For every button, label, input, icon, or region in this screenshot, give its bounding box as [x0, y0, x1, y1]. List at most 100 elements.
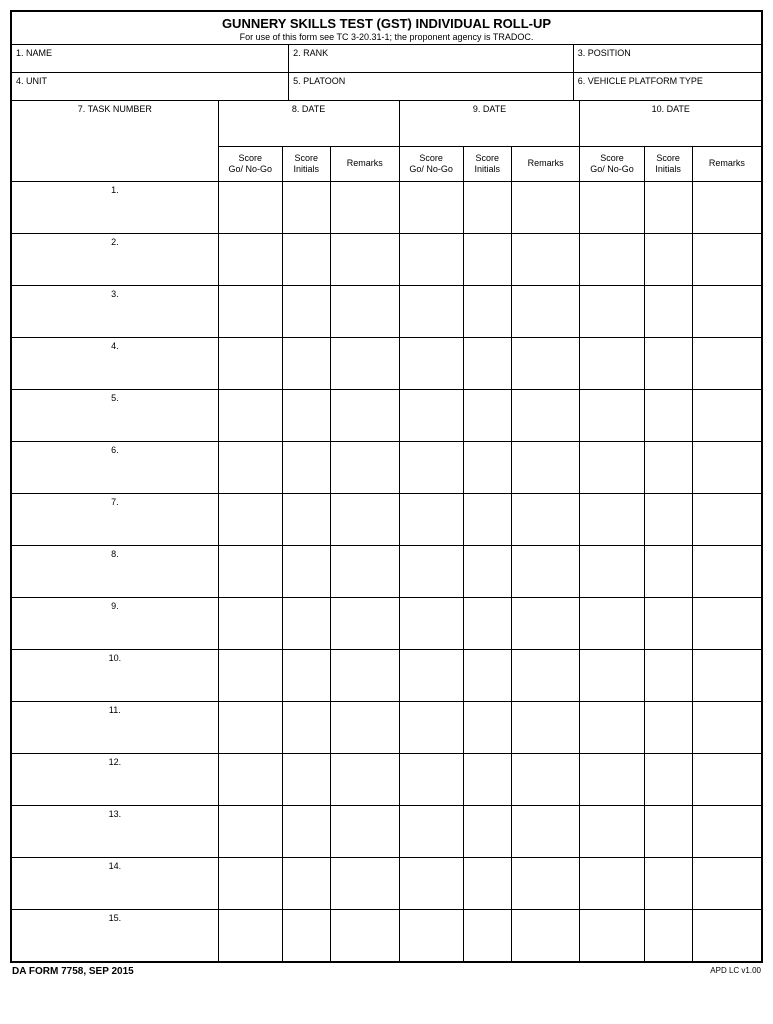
task-cell — [644, 545, 692, 597]
task-row-number: 15. — [12, 909, 218, 961]
task-cell — [511, 233, 580, 285]
task-row-number: 13. — [12, 805, 218, 857]
task-cell — [692, 545, 761, 597]
task-cell — [644, 285, 692, 337]
header-row-1: 1. NAME 2. RANK 3. POSITION — [12, 45, 761, 73]
task-cell — [399, 545, 463, 597]
task-row-number: 8. — [12, 545, 218, 597]
task-cell — [580, 545, 644, 597]
task-cell — [330, 337, 399, 389]
task-cell — [463, 701, 511, 753]
task-cell — [463, 753, 511, 805]
task-cell — [580, 649, 644, 701]
table-row: 7. — [12, 493, 761, 545]
task-cell — [330, 181, 399, 233]
task-cell — [218, 389, 282, 441]
task-cell — [399, 701, 463, 753]
task-cell — [644, 649, 692, 701]
form-subtitle: For use of this form see TC 3-20.31-1; t… — [12, 32, 761, 42]
table-row: 9. — [12, 597, 761, 649]
task-tbody: 1.2.3.4.5.6.7.8.9.10.11.12.13.14.15. — [12, 181, 761, 961]
task-row-number: 6. — [12, 441, 218, 493]
footer: DA FORM 7758, SEP 2015 APD LC v1.00 — [10, 963, 763, 977]
task-cell — [644, 805, 692, 857]
task-cell — [580, 441, 644, 493]
task-cell — [330, 805, 399, 857]
task-cell — [644, 909, 692, 961]
task-cell — [330, 857, 399, 909]
task-cell — [399, 285, 463, 337]
table-row: 12. — [12, 753, 761, 805]
task-cell — [580, 805, 644, 857]
title-row: GUNNERY SKILLS TEST (GST) INDIVIDUAL ROL… — [12, 12, 761, 45]
remarks-header-9: Remarks — [511, 147, 580, 182]
table-row: 4. — [12, 337, 761, 389]
task-cell — [330, 909, 399, 961]
task-cell — [511, 181, 580, 233]
date-8-header: 8. DATE — [218, 101, 399, 147]
task-cell — [282, 181, 330, 233]
task-cell — [692, 181, 761, 233]
task-cell — [692, 285, 761, 337]
form-title: GUNNERY SKILLS TEST (GST) INDIVIDUAL ROL… — [12, 16, 761, 31]
task-cell — [580, 857, 644, 909]
task-cell — [330, 649, 399, 701]
task-cell — [692, 909, 761, 961]
field-vehicle: 6. VEHICLE PLATFORM TYPE — [574, 73, 761, 100]
table-row: 6. — [12, 441, 761, 493]
date-9-header: 9. DATE — [399, 101, 580, 147]
task-cell — [692, 337, 761, 389]
task-cell — [282, 493, 330, 545]
task-cell — [580, 337, 644, 389]
task-cell — [463, 805, 511, 857]
task-row-number: 10. — [12, 649, 218, 701]
task-cell — [282, 701, 330, 753]
task-cell — [644, 857, 692, 909]
task-cell — [463, 233, 511, 285]
task-cell — [218, 285, 282, 337]
task-cell — [692, 233, 761, 285]
task-cell — [644, 233, 692, 285]
task-cell — [580, 285, 644, 337]
task-cell — [282, 857, 330, 909]
task-cell — [511, 441, 580, 493]
task-cell — [218, 181, 282, 233]
header-row-2: 4. UNIT 5. PLATOON 6. VEHICLE PLATFORM T… — [12, 73, 761, 101]
task-cell — [644, 181, 692, 233]
task-cell — [644, 597, 692, 649]
task-cell — [218, 597, 282, 649]
task-cell — [399, 649, 463, 701]
task-cell — [399, 909, 463, 961]
task-cell — [580, 389, 644, 441]
task-cell — [692, 493, 761, 545]
task-cell — [218, 545, 282, 597]
task-cell — [399, 181, 463, 233]
task-cell — [644, 753, 692, 805]
task-cell — [463, 181, 511, 233]
table-row: 8. — [12, 545, 761, 597]
task-cell — [692, 805, 761, 857]
date-10-header: 10. DATE — [580, 101, 761, 147]
task-cell — [511, 805, 580, 857]
task-cell — [580, 493, 644, 545]
task-cell — [399, 389, 463, 441]
task-cell — [692, 857, 761, 909]
task-cell — [282, 441, 330, 493]
initials-header-8: ScoreInitials — [282, 147, 330, 182]
table-row: 14. — [12, 857, 761, 909]
task-row-number: 12. — [12, 753, 218, 805]
initials-header-10: ScoreInitials — [644, 147, 692, 182]
form-container: GUNNERY SKILLS TEST (GST) INDIVIDUAL ROL… — [10, 10, 763, 963]
task-number-header: 7. TASK NUMBER — [12, 101, 218, 181]
task-cell — [580, 701, 644, 753]
task-cell — [399, 337, 463, 389]
task-cell — [580, 753, 644, 805]
task-cell — [399, 857, 463, 909]
table-row: 11. — [12, 701, 761, 753]
field-unit: 4. UNIT — [12, 73, 289, 100]
task-row-number: 1. — [12, 181, 218, 233]
table-row: 15. — [12, 909, 761, 961]
task-cell — [580, 909, 644, 961]
table-row: 1. — [12, 181, 761, 233]
task-cell — [282, 753, 330, 805]
